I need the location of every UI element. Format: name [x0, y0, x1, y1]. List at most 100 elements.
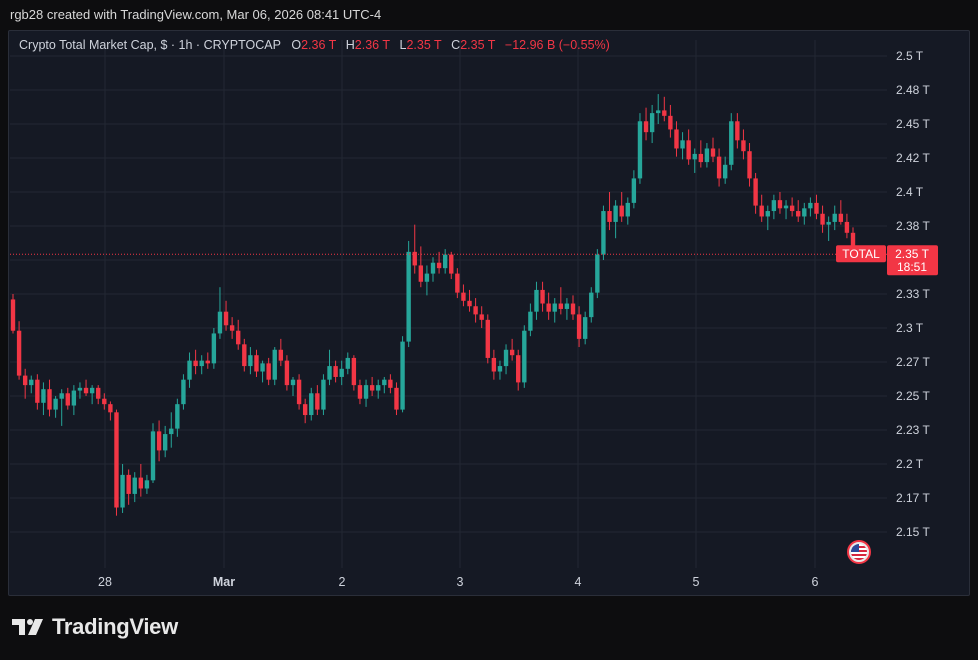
candle-body [686, 140, 691, 160]
candle [363, 379, 369, 407]
candle [503, 344, 509, 375]
candle-body [619, 205, 624, 217]
candle-body [296, 379, 302, 405]
candle [698, 140, 704, 168]
candle-body [516, 355, 521, 383]
candle-body [339, 368, 344, 377]
attribution-text: rgb28 created with TradingView.com, Mar … [10, 7, 382, 22]
candle-body [309, 393, 314, 416]
candle [400, 336, 405, 413]
candle-body [564, 303, 570, 309]
candle-body [528, 311, 533, 331]
candle [753, 172, 758, 214]
candle [759, 194, 764, 222]
candle-body [765, 211, 770, 217]
candle-body [412, 251, 417, 266]
candle-body [363, 385, 369, 399]
candle [59, 389, 64, 426]
candle [497, 360, 503, 380]
candle [589, 287, 594, 323]
candle-body [747, 151, 752, 179]
candle-body [254, 355, 259, 372]
candle-body [771, 200, 777, 212]
candle-body [351, 357, 357, 386]
candle-body [22, 375, 28, 386]
y-tick-label: 2.2 T [896, 457, 924, 471]
candle-body [540, 289, 545, 304]
candle [442, 249, 448, 274]
candle [601, 205, 606, 260]
candle [509, 338, 515, 361]
candle-body [509, 349, 515, 356]
y-tick-label: 2.42 T [896, 151, 930, 165]
candle-body [35, 379, 40, 403]
candle-body [236, 330, 241, 345]
candle [96, 385, 101, 405]
candle [802, 202, 807, 225]
us-flag-icon[interactable] [847, 540, 871, 564]
candle-body [741, 140, 746, 152]
candle-body [503, 349, 509, 367]
candle [668, 104, 673, 138]
last-price-symbol-tag [836, 245, 886, 263]
candle [248, 347, 253, 375]
candle-body [229, 325, 235, 331]
candle [662, 96, 667, 122]
candle-body [278, 349, 284, 361]
chart-legend: Crypto Total Market Cap, $ · 1h · CRYPTO… [19, 38, 610, 52]
candle [595, 249, 600, 299]
candle [333, 360, 338, 383]
candle [820, 205, 825, 233]
y-tick-label: 2.5 T [896, 49, 924, 63]
candle [35, 374, 40, 410]
candle-body [643, 121, 649, 133]
candle-body [418, 265, 424, 282]
candle-body [205, 360, 210, 364]
x-tick-label: 3 [457, 575, 464, 589]
candle-body [16, 330, 22, 376]
tradingview-logo-icon [12, 619, 43, 635]
candle [120, 464, 125, 513]
legend-close-label: C [451, 38, 461, 52]
candle [637, 113, 643, 184]
candle [369, 376, 375, 396]
legend-open-label: O [291, 38, 302, 52]
candle-body [802, 208, 807, 217]
candle-body [327, 366, 332, 380]
candle-body [455, 273, 460, 293]
candle-body [187, 360, 192, 380]
candle [345, 352, 350, 375]
candle [765, 205, 770, 231]
candle-body [290, 379, 296, 386]
candle [181, 374, 186, 410]
candle-body [156, 431, 162, 451]
candle-body [77, 387, 83, 391]
candle-body [546, 303, 551, 312]
candle-body [169, 428, 174, 435]
candle-body [783, 205, 789, 209]
candle-body [394, 387, 399, 410]
legend-high-label: H [345, 38, 355, 52]
candle [424, 265, 430, 296]
candle-body [558, 303, 564, 309]
candle-body [211, 333, 217, 364]
candle [582, 311, 588, 345]
y-tick-label: 2.25 T [896, 389, 930, 403]
candle-body [242, 344, 247, 367]
candle [436, 251, 442, 274]
candle-body [126, 474, 131, 494]
candle [138, 464, 144, 497]
candle [491, 349, 497, 380]
candle-body [272, 349, 277, 380]
tradingview-brand[interactable]: TradingView [12, 614, 178, 640]
candle [674, 121, 679, 157]
x-tick-label: 4 [575, 575, 582, 589]
legend-open-value: 2.36 T [301, 38, 337, 52]
candle-body [710, 148, 716, 157]
candle-body [759, 205, 764, 217]
candle-body [424, 273, 430, 282]
candle [546, 292, 551, 320]
price-layer: TOTAL 2.35 T18:51 [10, 245, 938, 276]
